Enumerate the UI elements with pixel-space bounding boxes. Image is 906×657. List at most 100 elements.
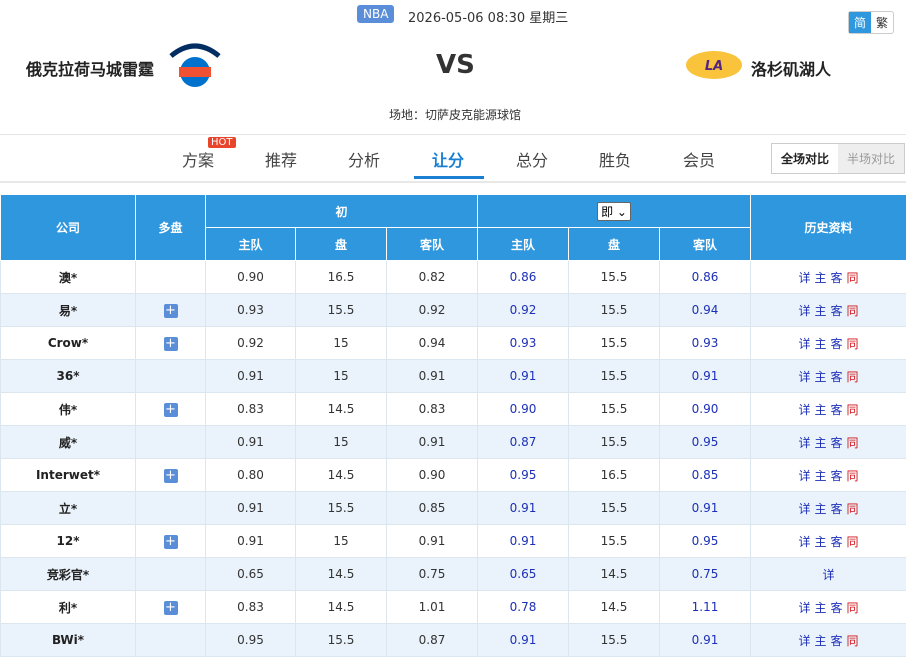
col-line: 盘 — [296, 228, 387, 261]
history-link[interactable]: 详 — [798, 634, 810, 648]
history-link[interactable]: 同 — [847, 601, 859, 615]
history-link[interactable]: 同 — [847, 271, 859, 285]
multi-cell — [136, 426, 206, 459]
company: 伟* — [1, 393, 136, 426]
history-cell: 详主客同 — [751, 624, 906, 657]
col-live: 即 ⌄ — [478, 195, 751, 228]
open-odds: 15.5 — [296, 624, 387, 657]
history-link[interactable]: 客 — [831, 469, 843, 483]
company: Interwet* — [1, 459, 136, 492]
expand-button[interactable]: + — [164, 535, 178, 549]
away-logo: LA — [684, 48, 744, 82]
open-odds: 0.91 — [387, 426, 478, 459]
live-odds: 0.91 — [660, 624, 751, 657]
history-link[interactable]: 主 — [815, 601, 827, 615]
col-away: 客队 — [387, 228, 478, 261]
tab[interactable]: 胜负 — [599, 147, 631, 171]
tab[interactable]: 分析 — [348, 147, 380, 171]
history-link[interactable]: 主 — [815, 502, 827, 516]
open-odds: 0.82 — [387, 261, 478, 294]
history-link[interactable]: 同 — [847, 634, 859, 648]
open-odds: 15 — [296, 327, 387, 360]
live-odds: 15.5 — [569, 294, 660, 327]
compare-option[interactable]: 半场对比 — [838, 144, 904, 173]
multi-cell: + — [136, 525, 206, 558]
live-select[interactable]: 即 ⌄ — [597, 202, 631, 221]
expand-button[interactable]: + — [164, 469, 178, 483]
history-link[interactable]: 同 — [847, 535, 859, 549]
expand-button[interactable]: + — [164, 403, 178, 417]
away-team: 洛杉矶湖人 — [751, 56, 831, 80]
history-link[interactable]: 同 — [847, 469, 859, 483]
history-link[interactable]: 详 — [798, 403, 810, 417]
history-link[interactable]: 主 — [815, 469, 827, 483]
expand-button[interactable]: + — [164, 337, 178, 351]
history-link[interactable]: 详 — [798, 601, 810, 615]
history-link[interactable]: 详 — [798, 271, 810, 285]
history-link[interactable]: 详 — [798, 502, 810, 516]
history-link[interactable]: 客 — [831, 337, 843, 351]
history-link[interactable]: 主 — [815, 535, 827, 549]
live-odds: 0.85 — [660, 459, 751, 492]
history-link[interactable]: 客 — [831, 634, 843, 648]
history-link[interactable]: 客 — [831, 535, 843, 549]
tab[interactable]: 让分 — [432, 147, 464, 171]
open-odds: 0.83 — [206, 591, 296, 624]
history-link[interactable]: 详 — [798, 469, 810, 483]
vs-label: VS — [436, 50, 475, 80]
live-odds: 15.5 — [569, 426, 660, 459]
history-link[interactable]: 同 — [847, 337, 859, 351]
match-time: 2026-05-06 08:30 星期三 — [408, 7, 568, 26]
history-link[interactable]: 详 — [798, 337, 810, 351]
history-link[interactable]: 主 — [815, 304, 827, 318]
live-odds: 0.86 — [478, 261, 569, 294]
tab[interactable]: 总分 — [516, 147, 548, 171]
history-link[interactable]: 同 — [847, 304, 859, 318]
company: 立* — [1, 492, 136, 525]
history-link[interactable]: 同 — [847, 502, 859, 516]
history-link[interactable]: 详 — [823, 568, 835, 582]
open-odds: 0.65 — [206, 558, 296, 591]
history-link[interactable]: 客 — [831, 502, 843, 516]
multi-cell — [136, 360, 206, 393]
open-odds: 0.90 — [387, 459, 478, 492]
history-link[interactable]: 客 — [831, 601, 843, 615]
history-cell: 详主客同 — [751, 360, 906, 393]
expand-button[interactable]: + — [164, 304, 178, 318]
history-link[interactable]: 客 — [831, 370, 843, 384]
history-link[interactable]: 主 — [815, 436, 827, 450]
open-odds: 0.91 — [387, 525, 478, 558]
tab[interactable]: 推荐 — [265, 147, 297, 171]
multi-cell — [136, 624, 206, 657]
home-logo — [165, 36, 225, 96]
history-link[interactable]: 主 — [815, 271, 827, 285]
compare-option[interactable]: 全场对比 — [772, 144, 838, 173]
expand-button[interactable]: + — [164, 601, 178, 615]
col-open: 初 — [206, 195, 478, 228]
history-link[interactable]: 主 — [815, 634, 827, 648]
open-odds: 0.95 — [206, 624, 296, 657]
history-link[interactable]: 主 — [815, 370, 827, 384]
open-odds: 1.01 — [387, 591, 478, 624]
lang-simplified[interactable]: 简 — [849, 12, 871, 33]
history-link[interactable]: 同 — [847, 403, 859, 417]
history-link[interactable]: 主 — [815, 337, 827, 351]
history-link[interactable]: 客 — [831, 271, 843, 285]
history-link[interactable]: 详 — [798, 304, 810, 318]
lang-traditional[interactable]: 繁 — [871, 12, 893, 33]
tab[interactable]: 会员 — [683, 147, 715, 171]
history-link[interactable]: 客 — [831, 436, 843, 450]
tab[interactable]: 方案 — [182, 147, 214, 171]
history-link[interactable]: 详 — [798, 370, 810, 384]
history-link[interactable]: 客 — [831, 304, 843, 318]
history-link[interactable]: 同 — [847, 436, 859, 450]
history-link[interactable]: 详 — [798, 535, 810, 549]
history-link[interactable]: 主 — [815, 403, 827, 417]
history-link[interactable]: 客 — [831, 403, 843, 417]
history-link[interactable]: 同 — [847, 370, 859, 384]
multi-cell: + — [136, 294, 206, 327]
history-link[interactable]: 详 — [798, 436, 810, 450]
multi-cell — [136, 558, 206, 591]
